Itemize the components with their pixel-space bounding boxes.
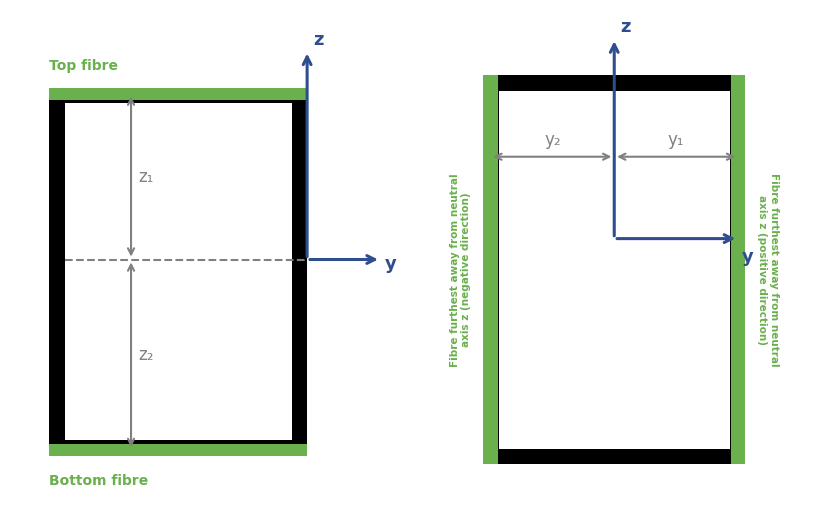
Bar [499,91,730,449]
Text: z₂: z₂ [138,346,154,364]
Text: y: y [385,255,396,272]
Text: z: z [621,18,631,36]
Text: Top fibre: Top fibre [49,59,118,73]
Text: y₁: y₁ [668,130,685,148]
Text: Fibre furthest away from neutral
axis z (negative direction): Fibre furthest away from neutral axis z … [450,173,472,366]
Text: Bottom fibre: Bottom fibre [49,474,148,488]
Bar [483,75,745,465]
Bar [731,75,745,465]
Text: z: z [314,31,324,49]
Bar [65,103,292,441]
Bar [49,88,307,456]
Text: Fibre furthest away from neutral
axis z (positive direction): Fibre furthest away from neutral axis z … [757,173,779,366]
Text: y: y [742,248,754,266]
Bar [49,88,307,100]
Bar [49,444,307,456]
Text: y₂: y₂ [544,130,561,148]
Bar [483,75,498,465]
Text: z₁: z₁ [138,168,154,186]
